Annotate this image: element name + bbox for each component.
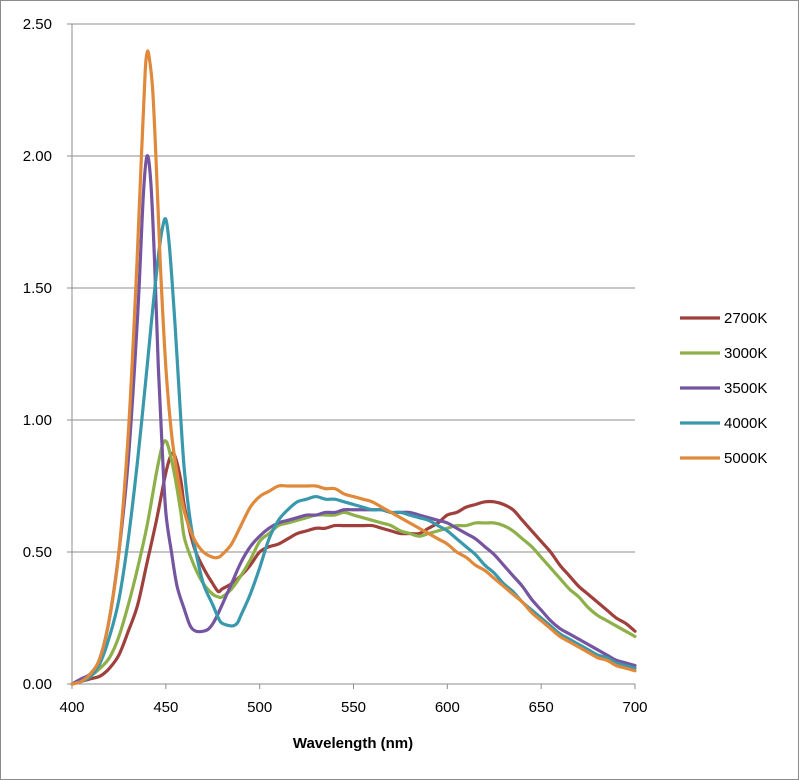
x-tick-label: 700 (622, 699, 647, 716)
series-line-3500k (70, 154, 637, 686)
x-axis-ticks: 400 450 500 550 600 650 700 (59, 684, 648, 716)
y-axis-ticks: 0.00 0.50 1.00 1.50 2.00 2.50 (23, 16, 72, 693)
y-tick-label: 2.50 (23, 16, 52, 33)
x-tick-label: 650 (529, 699, 554, 716)
legend-label: 5000K (724, 450, 767, 467)
y-tick-label: 0.50 (23, 544, 52, 561)
x-tick-label: 550 (341, 699, 366, 716)
legend: 2700K 3000K 3500K 4000K 5000K (680, 310, 767, 467)
legend-label: 3500K (724, 380, 767, 397)
x-tick-label: 450 (153, 699, 178, 716)
y-tick-label: 2.00 (23, 148, 52, 165)
series-lines (70, 49, 637, 686)
x-tick-label: 400 (59, 699, 84, 716)
series-line-2700k (70, 451, 637, 686)
x-axis-title: Wavelength (nm) (293, 735, 413, 752)
x-tick-label: 600 (435, 699, 460, 716)
x-tick-label: 500 (247, 699, 272, 716)
series-line-3000k (70, 439, 637, 686)
y-tick-label: 1.50 (23, 280, 52, 297)
legend-label: 4000K (724, 415, 767, 432)
series-line-5000k (70, 49, 637, 686)
legend-label: 3000K (724, 345, 767, 362)
gridlines (72, 23, 635, 553)
y-tick-label: 0.00 (23, 676, 52, 693)
y-tick-label: 1.00 (23, 412, 52, 429)
legend-label: 2700K (724, 310, 767, 327)
